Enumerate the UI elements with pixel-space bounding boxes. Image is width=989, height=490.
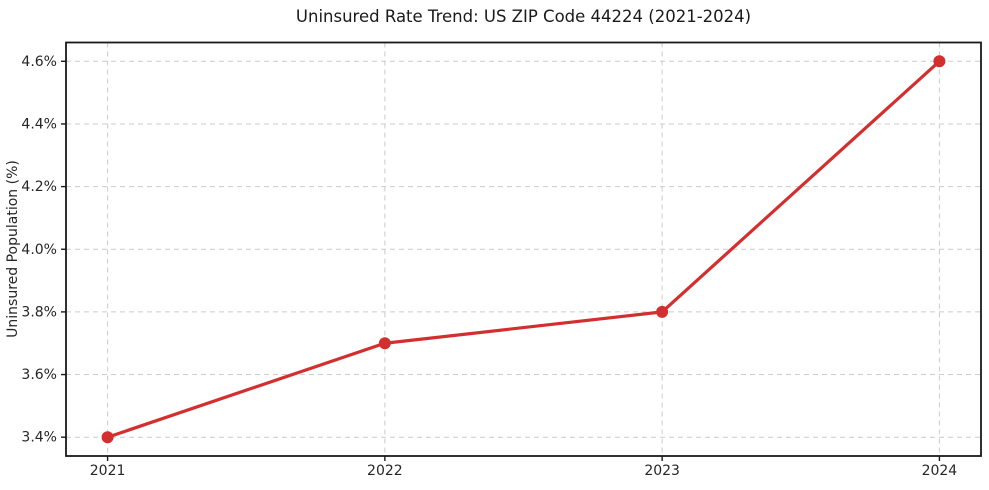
- x-tick-label: 2023: [644, 463, 680, 479]
- y-tick-label: 3.4%: [21, 430, 57, 446]
- data-point: [378, 337, 391, 350]
- data-point: [101, 431, 114, 444]
- x-tick-label: 2021: [90, 463, 126, 479]
- chart-title: Uninsured Rate Trend: US ZIP Code 44224 …: [296, 7, 751, 26]
- y-tick-label: 3.8%: [21, 304, 57, 320]
- y-tick-label: 4.4%: [21, 116, 57, 132]
- y-tick-label: 4.0%: [21, 242, 57, 258]
- y-axis-label: Uninsured Population (%): [5, 160, 21, 338]
- tick-layer: 3.4% 3.6% 3.8% 4.0% 4.2% 4.4% 4.6% 2021 2022 2023…: [21, 54, 957, 479]
- plot-border: [65, 41, 982, 457]
- series-layer: [101, 55, 946, 444]
- y-tick-label: 3.6%: [21, 367, 57, 383]
- x-tick-label: 2024: [922, 463, 958, 479]
- y-tick-label: 4.2%: [21, 179, 57, 195]
- x-tick-label: 2022: [367, 463, 403, 479]
- data-point: [933, 55, 946, 68]
- grid-layer: [66, 42, 981, 456]
- y-tick-label: 4.6%: [21, 54, 57, 70]
- data-point: [656, 305, 669, 318]
- trend-line: [105, 59, 942, 439]
